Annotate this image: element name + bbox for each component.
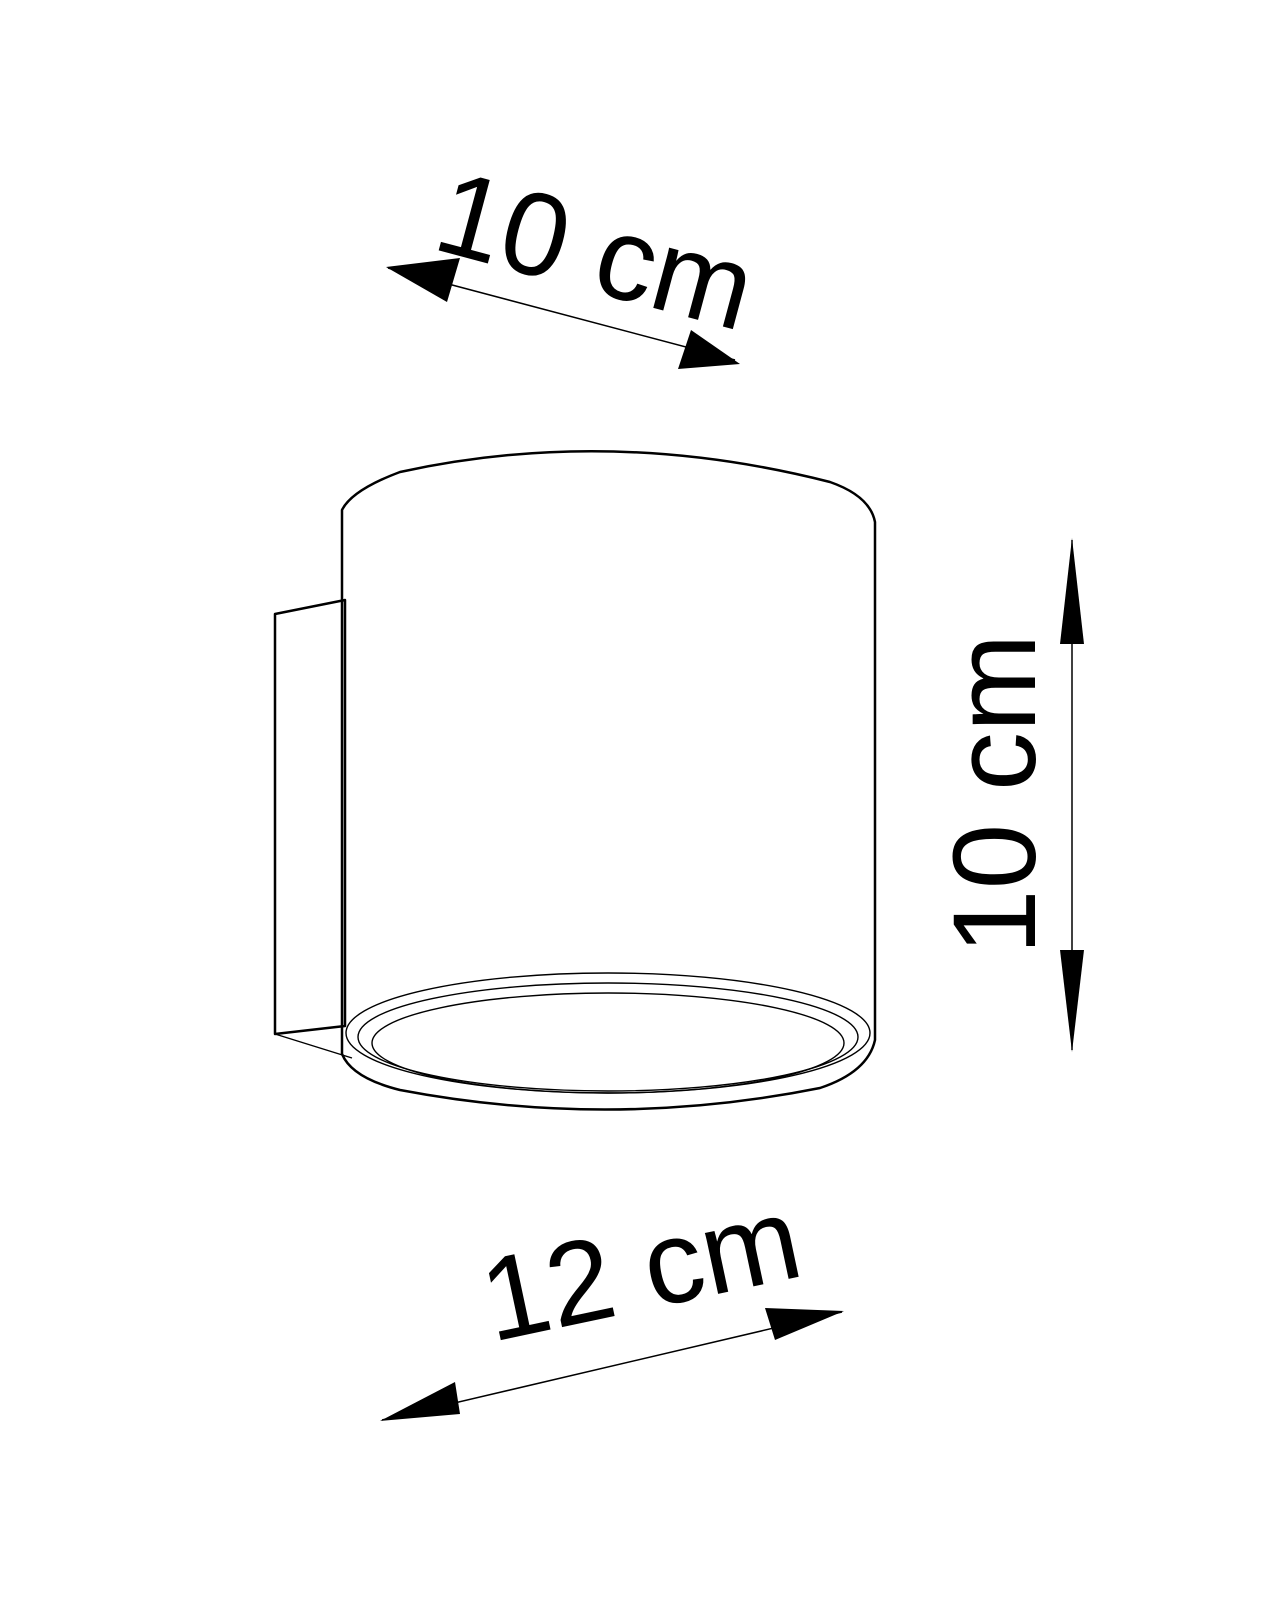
width-dimension-line	[381, 1311, 843, 1421]
lamp-cylinder-outline	[340, 450, 877, 1111]
height-arrow-bottom	[1060, 950, 1084, 1052]
height-arrow-top	[1060, 538, 1084, 644]
depth-dimension: 10 cm	[386, 146, 768, 369]
width-arrow-right	[765, 1308, 844, 1340]
lamp-body	[340, 450, 877, 1111]
height-dimension: 10 cm	[929, 538, 1084, 1052]
width-label: 12 cm	[470, 1172, 812, 1368]
depth-arrow-left	[386, 258, 460, 302]
wall-bracket-plate	[273, 598, 347, 1036]
lamp-bottom-opening	[371, 992, 845, 1094]
depth-arrow-right	[678, 330, 740, 369]
height-label: 10 cm	[929, 634, 1061, 955]
width-dimension: 12 cm	[380, 1172, 844, 1421]
lamp-bottom-rim-inner	[357, 982, 859, 1092]
wall-bracket	[273, 598, 353, 1059]
depth-label: 10 cm	[423, 146, 768, 357]
width-arrow-left	[380, 1382, 460, 1421]
wall-bracket-edge	[274, 1033, 353, 1059]
